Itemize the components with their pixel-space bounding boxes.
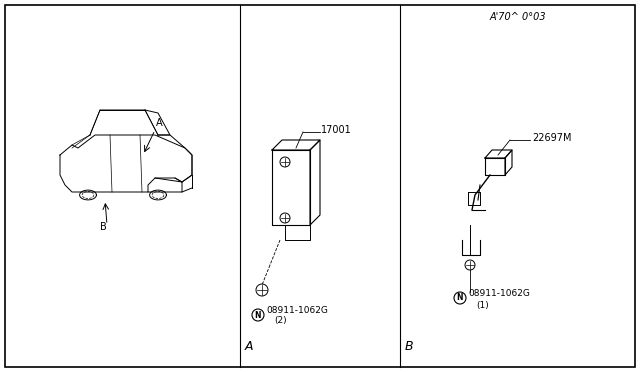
Text: 08911-1062G: 08911-1062G [266, 306, 328, 315]
Text: 08911-1062G: 08911-1062G [468, 289, 530, 298]
Text: A: A [156, 118, 163, 128]
Text: A'70^ 0°03: A'70^ 0°03 [490, 12, 547, 22]
Text: B: B [405, 340, 413, 353]
Text: N: N [457, 294, 463, 302]
Text: (2): (2) [274, 316, 287, 325]
Text: A: A [245, 340, 253, 353]
Text: 17001: 17001 [321, 125, 352, 135]
Text: B: B [100, 222, 107, 232]
Text: N: N [255, 311, 261, 320]
Text: 22697M: 22697M [532, 133, 572, 143]
Text: (1): (1) [476, 301, 489, 310]
